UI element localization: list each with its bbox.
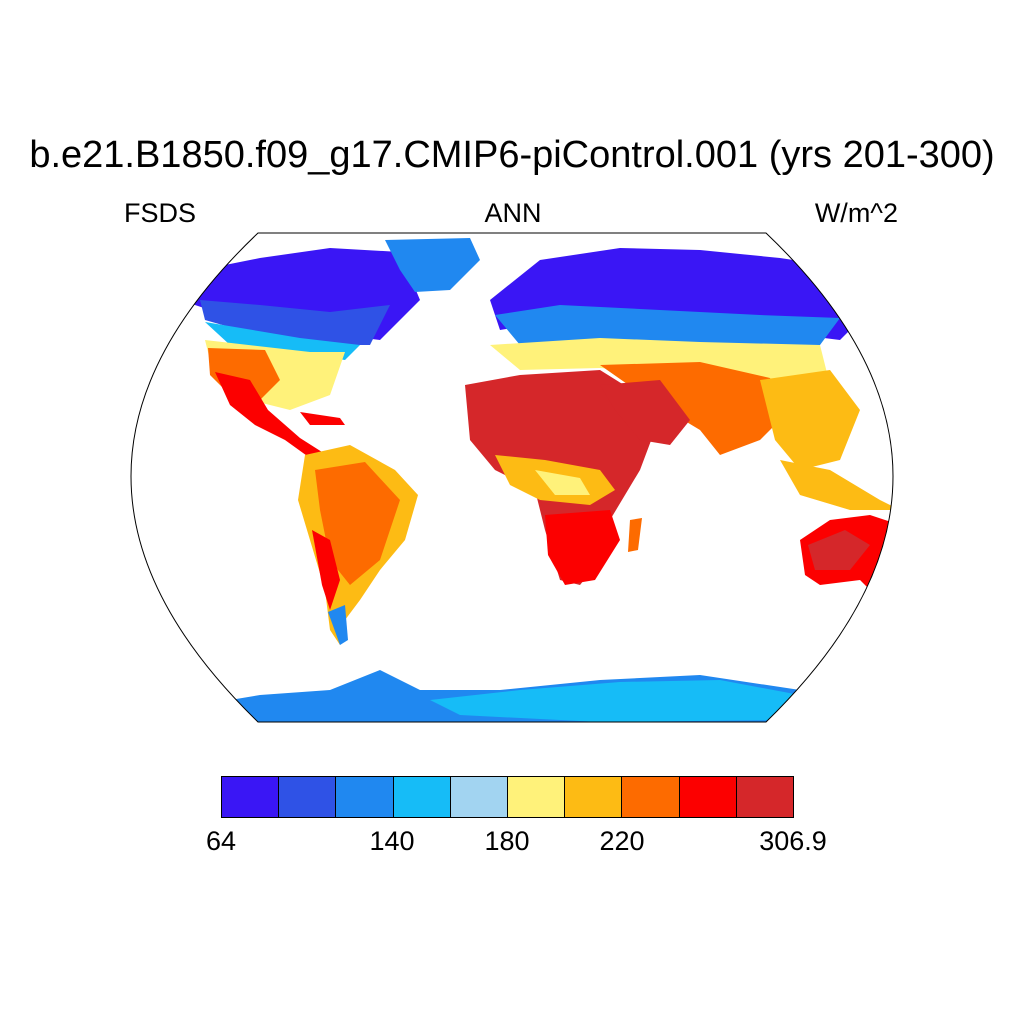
arabia xyxy=(600,380,690,445)
east-asia xyxy=(760,370,860,470)
colorbar-tick-label: 140 xyxy=(369,826,415,856)
colorbar-segment xyxy=(508,777,566,817)
season-label: ANN xyxy=(484,198,542,228)
colorbar-segment xyxy=(679,777,737,817)
colorbar-segment xyxy=(450,777,509,817)
units-label: W/m^2 xyxy=(814,198,898,228)
colorbar-segment xyxy=(565,777,623,817)
caribbean xyxy=(300,412,345,425)
colorbar-segment xyxy=(336,777,394,817)
colorbar-segment xyxy=(279,777,337,817)
colorbar-tick-label: 220 xyxy=(599,826,645,856)
world-map xyxy=(130,232,894,723)
colorbar-segment xyxy=(222,777,280,817)
antarctica-plateau xyxy=(430,680,800,722)
map-border xyxy=(130,232,894,723)
eurasia-blue-band xyxy=(495,305,840,345)
colorbar-tick-label: 180 xyxy=(484,826,530,856)
madagascar xyxy=(628,518,642,552)
south-america-patagonia xyxy=(328,605,348,645)
north-america-blue-band xyxy=(200,300,390,345)
colorbar-tick-label: 306.9 xyxy=(759,826,827,856)
mexico-central-america xyxy=(215,372,322,458)
australia-interior xyxy=(808,530,870,570)
north-america-midlat xyxy=(205,322,360,360)
colorbar-segment xyxy=(393,777,451,817)
plot-title: b.e21.B1850.f09_g17.CMIP6-piControl.001 … xyxy=(29,134,995,176)
colorbar xyxy=(221,776,794,818)
south-america-interior xyxy=(315,462,400,585)
colorbar-segment xyxy=(736,777,794,817)
colorbar-tick-label: 64 xyxy=(205,826,237,856)
south-america-andes xyxy=(312,530,340,610)
landmass-greenland xyxy=(385,238,480,292)
australia-southeast xyxy=(885,590,893,615)
africa-south xyxy=(545,510,620,585)
africa-equatorial-core xyxy=(535,470,590,495)
variable-label: FSDS xyxy=(124,198,197,228)
colorbar-segment xyxy=(622,777,680,817)
southeast-asia-islands xyxy=(780,460,893,510)
